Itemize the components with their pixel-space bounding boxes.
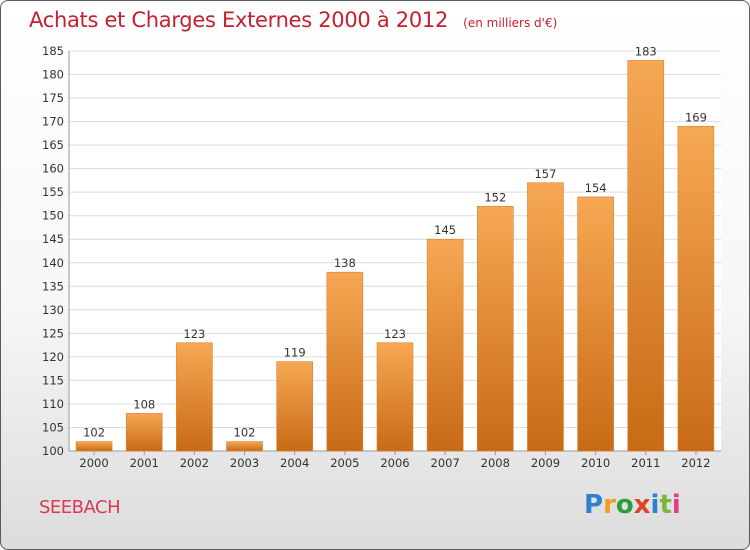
y-tick-label: 125 [42,326,64,340]
y-tick-label: 110 [42,397,64,411]
bar [376,342,414,452]
data-label: 152 [484,190,506,204]
y-tick-label: 165 [42,138,64,152]
y-tick-label: 155 [42,185,64,199]
logo-letter: i [650,490,660,520]
chart-title: Achats et Charges Externes 2000 à 2012 (… [29,8,557,32]
logo-letter: P [584,490,604,520]
chart-unit: (en milliers d'€) [463,16,558,30]
y-tick-label: 145 [42,232,64,246]
x-tick-label: 2000 [79,456,108,470]
bar [426,238,464,452]
x-tick-label: 2007 [431,456,460,470]
y-tick-label: 100 [42,444,64,458]
logo-letter: r [603,490,616,520]
y-tick-label: 160 [42,162,64,176]
bar [627,60,665,452]
bar [75,441,113,452]
x-tick-label: 2004 [280,456,309,470]
x-tick-label: 2002 [180,456,209,470]
x-tick-label: 2010 [581,456,610,470]
bar [176,342,213,452]
y-tick-label: 115 [42,373,64,387]
x-tick-label: 2011 [631,456,660,470]
x-tick-label: 2001 [130,456,159,470]
bar [677,125,715,452]
bar [125,413,163,452]
data-label: 119 [284,346,306,360]
x-tick-label: 2005 [330,456,359,470]
bar [477,205,514,452]
chart-title-text: Achats et Charges Externes 2000 à 2012 [29,8,449,32]
logo-letter: i [671,490,681,520]
bar [276,361,313,452]
y-tick-label: 170 [42,115,64,129]
bar [577,196,614,452]
y-tick-label: 120 [42,350,64,364]
x-tick-label: 2003 [230,456,259,470]
y-tick-label: 150 [42,209,64,223]
data-label: 123 [384,327,406,341]
bar [226,441,263,452]
logo-letter: t [659,490,672,520]
y-tick-label: 140 [42,256,64,270]
data-label: 123 [183,327,205,341]
data-label: 154 [585,181,607,195]
data-label: 183 [635,44,657,58]
y-tick-label: 180 [42,68,64,82]
data-label: 102 [234,426,256,440]
data-label: 145 [434,223,456,237]
data-label: 157 [534,167,556,181]
y-tick-label: 105 [42,420,64,434]
y-tick-label: 130 [42,303,64,317]
x-tick-label: 2009 [531,456,560,470]
x-tick-label: 2006 [380,456,409,470]
y-tick-label: 175 [42,91,64,105]
data-label: 138 [334,256,356,270]
proxiti-logo[interactable]: Proxiti [584,490,681,520]
bar [527,182,564,452]
logo-letter: x [633,490,651,520]
data-label: 169 [685,110,707,124]
logo-letter: o [615,490,634,520]
y-tick-label: 135 [42,279,64,293]
commune-name: SEEBACH [39,497,121,518]
y-tick-label: 185 [42,44,64,58]
data-label: 108 [133,397,155,411]
data-label: 102 [83,426,105,440]
x-tick-label: 2012 [681,456,710,470]
bar [326,271,364,452]
x-tick-label: 2008 [481,456,510,470]
